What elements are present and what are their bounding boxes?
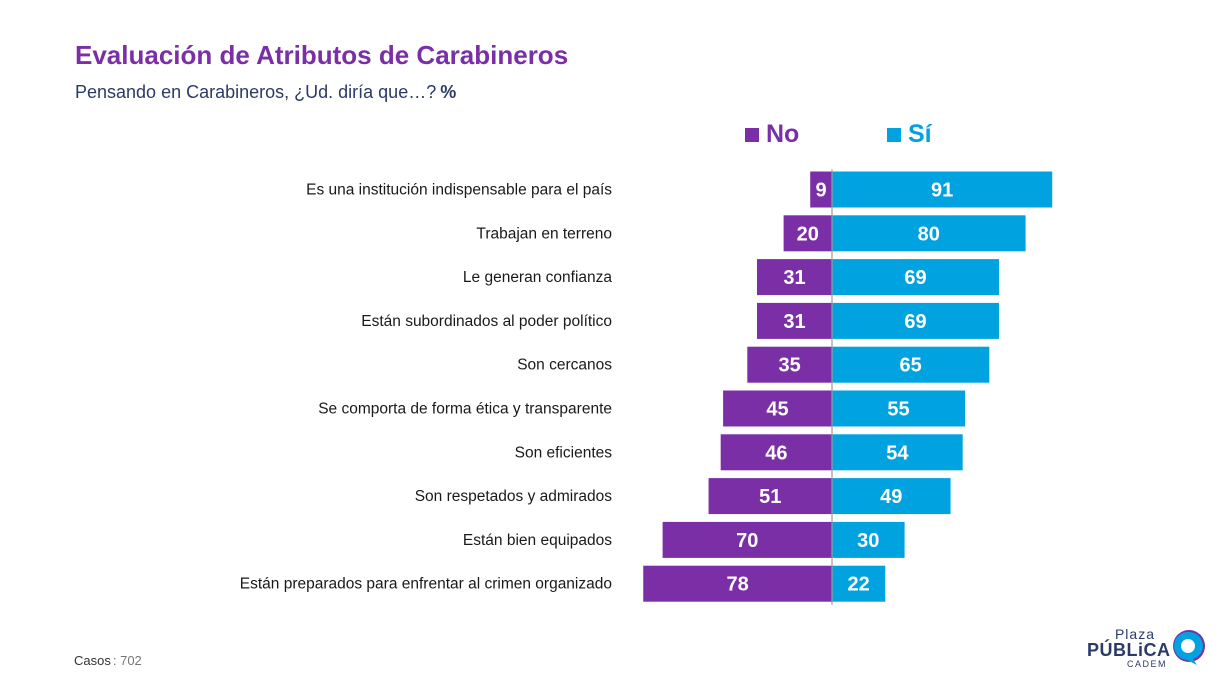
sample-size-note: Casos: 702 — [74, 653, 142, 668]
category-label: Trabajan en terreno — [476, 225, 612, 242]
unit-label: % — [440, 82, 457, 102]
value-label-si: 30 — [857, 530, 879, 552]
value-label-si: 91 — [931, 180, 953, 202]
legend-swatch-no — [745, 127, 759, 142]
bar-no — [756, 302, 832, 339]
subtitle-text: Pensando en Carabineros, ¿Ud. diría que…… — [75, 82, 437, 102]
category-label: Son eficientes — [515, 444, 613, 461]
value-label-no: 9 — [816, 180, 827, 202]
category-label: Son cercanos — [517, 357, 612, 374]
value-label-no: 45 — [766, 399, 788, 421]
legend-label-si: Sí — [908, 120, 932, 148]
bar-no — [810, 171, 832, 208]
bar-no — [720, 434, 832, 471]
value-label-si: 49 — [880, 486, 902, 508]
value-label-no: 31 — [783, 311, 805, 333]
cases-value: : 702 — [112, 653, 142, 668]
chart-subtitle: Pensando en Carabineros, ¿Ud. diría que…… — [75, 82, 456, 103]
bar-si — [832, 390, 966, 427]
category-label: Es una institución indispensable para el… — [306, 182, 612, 199]
bar-no — [708, 478, 832, 515]
value-label-si: 80 — [918, 223, 940, 245]
value-label-no: 51 — [759, 486, 781, 508]
value-label-si: 22 — [847, 574, 869, 596]
category-label: Son respetados y admirados — [415, 488, 613, 505]
bar-no — [783, 215, 832, 252]
category-label: Se comporta de forma ética y transparent… — [318, 401, 612, 418]
category-label: Están subordinados al poder político — [361, 313, 612, 330]
legend-item-no: No — [745, 120, 799, 149]
value-label-no: 70 — [736, 530, 758, 552]
legend-label-no: No — [766, 120, 800, 148]
logo-speech-bubble-icon — [1173, 630, 1205, 665]
category-label: Están preparados para enfrentar al crime… — [240, 576, 612, 593]
bar-si — [832, 565, 886, 602]
logo-word-plaza: Plaza — [1114, 626, 1155, 642]
value-label-no: 78 — [726, 574, 748, 596]
category-label: Están bien equipados — [463, 532, 612, 549]
logo-word-cadem: CADEM — [1127, 659, 1168, 669]
plaza-publica-cadem-logo: Plaza PÚBLiCA CADEM — [1085, 626, 1205, 674]
category-label: Le generan confianza — [463, 269, 612, 286]
bar-si — [832, 302, 999, 339]
value-label-no: 35 — [779, 355, 801, 377]
value-label-no: 31 — [783, 267, 805, 289]
bar-si — [832, 259, 999, 296]
value-label-si: 65 — [900, 355, 922, 377]
value-label-si: 69 — [904, 267, 926, 289]
bar-no — [662, 521, 832, 558]
value-label-no: 20 — [797, 223, 819, 245]
bar-no — [756, 259, 832, 296]
chart-title: Evaluación de Atributos de Carabineros — [75, 40, 569, 70]
value-label-si: 54 — [886, 442, 909, 464]
bar-si — [832, 521, 905, 558]
legend-item-si: Sí — [887, 120, 932, 149]
bar-si — [832, 478, 951, 515]
bar-si — [832, 171, 1053, 208]
legend-swatch-si — [887, 127, 901, 142]
cases-label: Casos — [74, 653, 111, 668]
logo-word-publica: PÚBLiCA — [1087, 640, 1171, 660]
bar-no — [723, 390, 832, 427]
bar-no — [747, 346, 832, 383]
bar-si — [832, 215, 1026, 252]
value-label-si: 69 — [904, 311, 926, 333]
bar-si — [832, 346, 990, 383]
value-label-si: 55 — [887, 399, 909, 421]
bar-no — [643, 565, 832, 602]
value-label-no: 46 — [765, 442, 787, 464]
bar-si — [832, 434, 963, 471]
